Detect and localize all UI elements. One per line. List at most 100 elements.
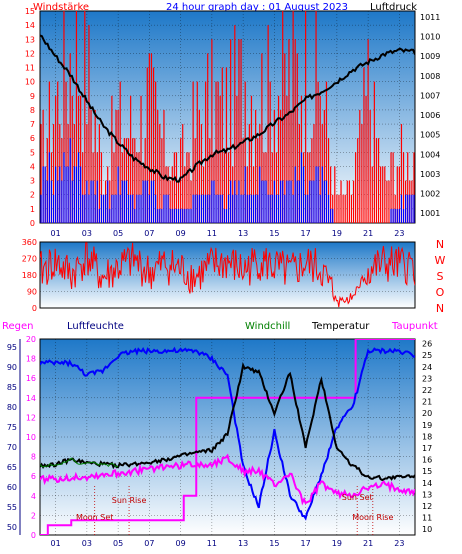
temp-y-tick-20: 20 (422, 409, 432, 418)
panel3-x-tick-13: 13 (238, 539, 248, 548)
pressure-y-tick-1004: 1004 (420, 150, 440, 159)
chart-marks: 0123456789101112131415100110021003100410… (7, 7, 446, 548)
wind-y-tick-15: 15 (25, 7, 35, 16)
wind-y-tick-7: 7 (30, 120, 35, 129)
wind-y-tick-11: 11 (25, 64, 35, 73)
direction-y-tick-90: 90 (27, 288, 37, 297)
dewpoint-line (40, 453, 415, 506)
annotation-label-2: Sun Set (342, 493, 373, 502)
panel3-x-tick-23: 23 (394, 539, 404, 548)
pressure-y-tick-1006: 1006 (420, 111, 440, 120)
wind-y-tick-4: 4 (30, 162, 35, 171)
graph-title: 24 hour graph day : 01 August 2023 (166, 2, 348, 13)
panel3-x-tick-05: 05 (113, 539, 123, 548)
compass-label-2: S (437, 270, 444, 283)
temp-y-tick-12: 12 (422, 502, 432, 511)
panel3-x-tick-17: 17 (301, 539, 311, 548)
humidity-y-tick-55: 55 (7, 503, 17, 512)
label-luftdruck: Luftdruck (370, 2, 417, 13)
temp-y-tick-18: 18 (422, 432, 432, 441)
annotation-label-3: Moon Rise (352, 513, 393, 522)
humidity-y-tick-70: 70 (7, 443, 17, 452)
temp-y-tick-11: 11 (422, 514, 432, 523)
rain-y-tick-20: 20 (26, 335, 36, 344)
label-temperatur: Temperatur (311, 321, 370, 332)
wind-y-tick-9: 9 (30, 92, 35, 101)
wind-y-tick-8: 8 (30, 106, 35, 115)
humidity-y-tick-95: 95 (7, 343, 17, 352)
rain-y-tick-4: 4 (31, 492, 36, 501)
wind-x-tick-13: 13 (238, 229, 248, 238)
pressure-y-tick-1005: 1005 (420, 131, 440, 140)
temp-y-tick-24: 24 (422, 363, 432, 372)
label-luftfeuchte: Luftfeuchte (67, 321, 124, 332)
humidity-y-tick-75: 75 (7, 423, 17, 432)
wind-y-tick-2: 2 (30, 191, 35, 200)
annotation-label-1: Moon Set (76, 513, 113, 522)
pressure-y-tick-1009: 1009 (420, 52, 440, 61)
humidity-y-tick-50: 50 (7, 523, 17, 532)
wind-y-tick-13: 13 (25, 35, 35, 44)
wind-x-tick-05: 05 (113, 229, 123, 238)
compass-label-0: N (436, 238, 444, 251)
rain-y-tick-10: 10 (26, 433, 36, 442)
temp-y-tick-15: 15 (422, 467, 432, 476)
panel3-x-tick-09: 09 (176, 539, 186, 548)
compass-label-4: N (436, 302, 444, 315)
wind-y-tick-5: 5 (30, 148, 35, 157)
compass-label-3: O (436, 286, 445, 299)
temp-y-tick-22: 22 (422, 386, 432, 395)
pressure-y-tick-1011: 1011 (420, 13, 440, 22)
wind-y-tick-1: 1 (30, 205, 35, 214)
wind-x-tick-07: 07 (144, 229, 154, 238)
wind-x-tick-11: 11 (207, 229, 217, 238)
rain-y-tick-0: 0 (31, 531, 36, 540)
wind-y-tick-3: 3 (30, 177, 35, 186)
compass-label-1: W (435, 254, 446, 267)
humidity-y-tick-65: 65 (7, 463, 17, 472)
wind-y-tick-14: 14 (25, 21, 35, 30)
panel3-x-tick-01: 01 (51, 539, 61, 548)
pressure-y-tick-1002: 1002 (420, 190, 440, 199)
wind-x-tick-09: 09 (176, 229, 186, 238)
temp-y-tick-26: 26 (422, 340, 432, 349)
label-windstaerke: Windstärke (33, 2, 89, 13)
label-regen: Regen (2, 321, 34, 332)
pressure-y-tick-1007: 1007 (420, 91, 440, 100)
annotation-label-0: Sun Rise (112, 496, 147, 505)
rain-y-tick-18: 18 (26, 355, 36, 364)
wind-pressure-plot-area (39, 10, 416, 224)
wind-x-tick-15: 15 (269, 229, 279, 238)
temp-y-tick-10: 10 (422, 525, 432, 534)
temp-y-tick-16: 16 (422, 456, 432, 465)
rain-y-tick-16: 16 (26, 374, 36, 383)
temp-y-tick-19: 19 (422, 421, 432, 430)
panel3-x-tick-11: 11 (207, 539, 217, 548)
rain-humidity-temp-marks (40, 339, 415, 535)
direction-y-tick-270: 270 (22, 255, 37, 264)
pressure-y-tick-1003: 1003 (420, 170, 440, 179)
wind-x-tick-21: 21 (363, 229, 373, 238)
wind-y-tick-0: 0 (30, 219, 35, 228)
rain-y-tick-2: 2 (31, 511, 36, 520)
humidity-y-tick-60: 60 (7, 483, 17, 492)
humidity-y-tick-85: 85 (7, 383, 17, 392)
rain-y-tick-8: 8 (31, 453, 36, 462)
panel3-x-tick-21: 21 (363, 539, 373, 548)
wind-direction-line (40, 242, 415, 308)
wind-y-tick-12: 12 (25, 49, 35, 58)
humidity-y-tick-90: 90 (7, 363, 17, 372)
temp-y-tick-21: 21 (422, 398, 432, 407)
panel3-x-tick-15: 15 (269, 539, 279, 548)
wind-x-tick-03: 03 (82, 229, 92, 238)
temp-y-tick-13: 13 (422, 490, 432, 499)
wind-x-tick-17: 17 (301, 229, 311, 238)
panel3-x-tick-03: 03 (82, 539, 92, 548)
wind-direction-marks (40, 242, 415, 308)
pressure-y-tick-1001: 1001 (420, 209, 440, 218)
temp-y-tick-17: 17 (422, 444, 432, 453)
wind-y-tick-10: 10 (25, 78, 35, 87)
wind-pressure-marks (40, 11, 415, 223)
